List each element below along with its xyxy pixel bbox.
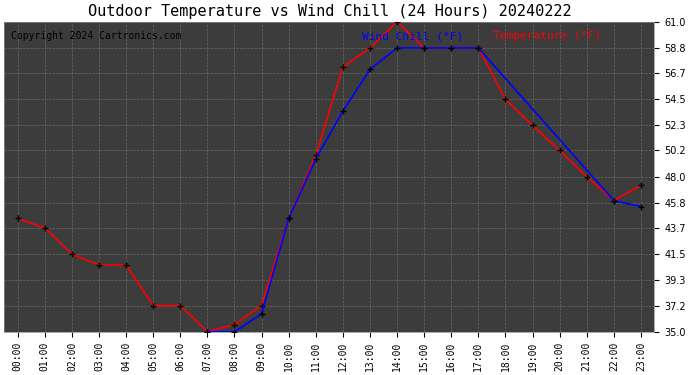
Text: Copyright 2024 Cartronics.com: Copyright 2024 Cartronics.com (10, 31, 181, 41)
Text: Temperature (°F): Temperature (°F) (493, 31, 601, 41)
Title: Outdoor Temperature vs Wind Chill (24 Hours) 20240222: Outdoor Temperature vs Wind Chill (24 Ho… (88, 4, 571, 19)
Text: Wind Chill (°F): Wind Chill (°F) (362, 31, 470, 41)
